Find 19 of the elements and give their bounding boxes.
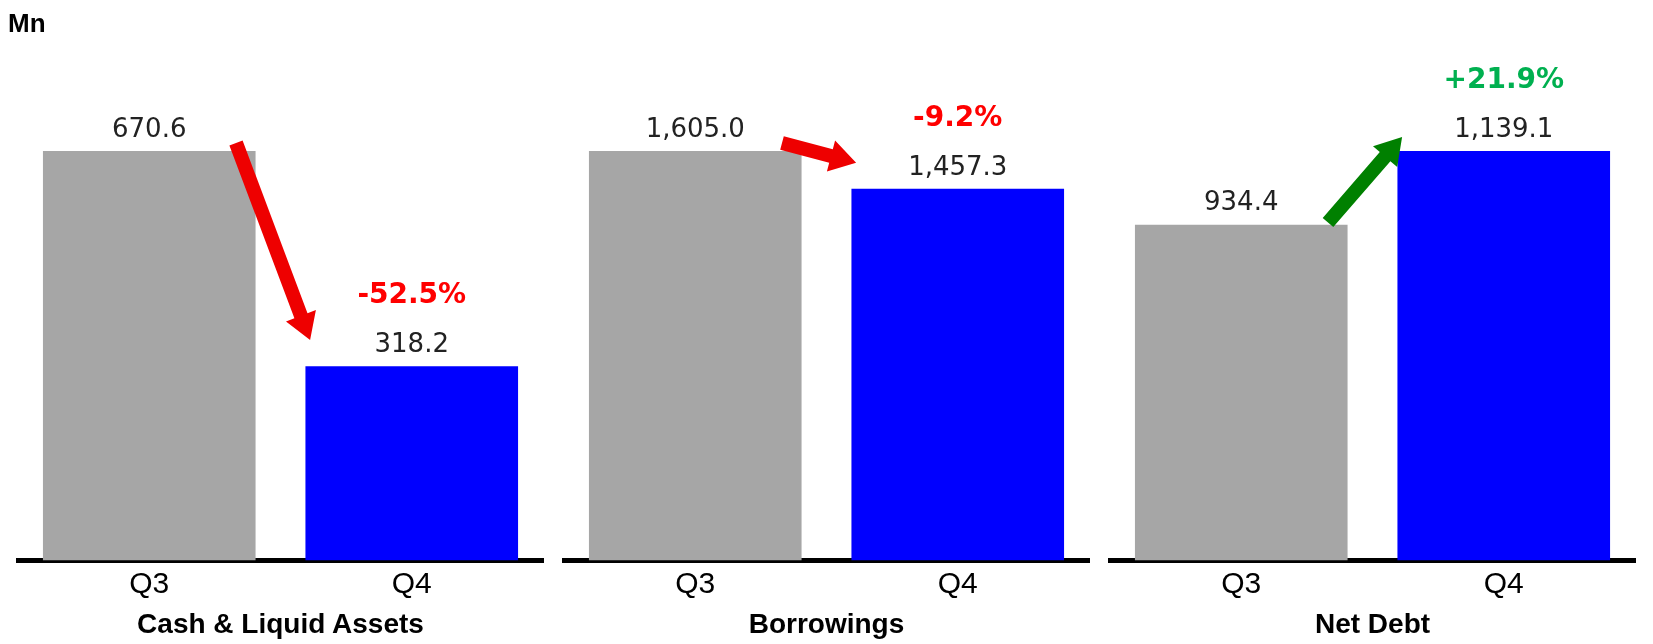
text: +21.9%: [1443, 62, 1565, 96]
x-tick-label: Q3: [675, 565, 716, 599]
x-axis-title: Cash & Liquid Assets: [137, 607, 424, 639]
x-axis-title: Borrowings: [748, 607, 905, 639]
data-label: 1,605.0: [645, 112, 745, 143]
x-tick-label: Q4: [391, 565, 432, 599]
x-tick-label: Q3: [1221, 565, 1262, 599]
data-label: 318.2: [374, 327, 449, 358]
data-label: 670.6: [112, 112, 187, 143]
data-label: 1,457.3: [908, 150, 1008, 181]
annotation: -52.5%: [357, 277, 467, 311]
x-tick-label: Q4: [1483, 565, 1524, 599]
text: -9.2%: [913, 100, 1003, 134]
data-label: 1,139.1: [1454, 112, 1554, 143]
chart-title: Mn: [8, 8, 46, 38]
x-tick-label: Q3: [129, 565, 170, 599]
data-label: 934.4: [1204, 186, 1279, 217]
x-tick-label: Q4: [937, 565, 978, 599]
x-axis-title: Net Debt: [1314, 607, 1431, 639]
